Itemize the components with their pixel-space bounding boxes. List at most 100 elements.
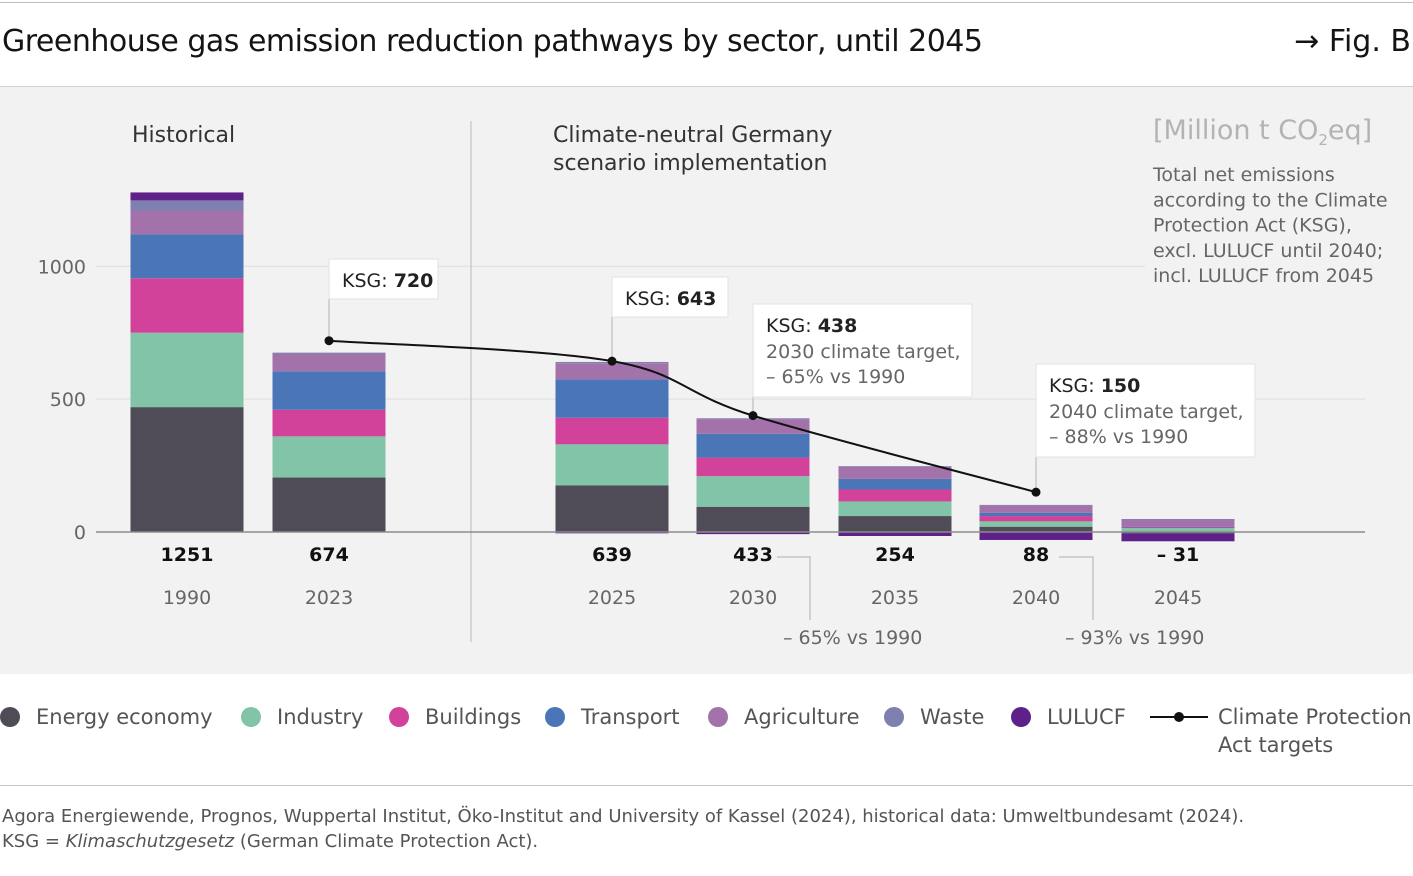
y-tick-label: 1000 [38, 256, 86, 278]
bar-total-label-2023: 674 [309, 544, 349, 566]
legend-item-agriculture: Agriculture [708, 703, 860, 731]
bar-segment-buildings-2023 [272, 409, 386, 437]
ksg-callout-value-438: KSG: 438 [766, 315, 857, 337]
bar-segment-transport-2035 [838, 478, 952, 490]
bar-segment-lulucf-1990 [130, 192, 244, 201]
legend-line-symbol [1150, 703, 1208, 731]
legend-item-ksg-line: Climate Protection Act targets [1150, 703, 1412, 759]
bar-segment-energy-economy-2023 [272, 477, 386, 532]
unit-note-line: according to the Climate [1153, 189, 1388, 211]
bar-segment-transport-2045 [1121, 526, 1235, 528]
bar-segment-energy-economy-2030 [696, 506, 810, 532]
bar-segment-transport-2025 [555, 379, 669, 418]
legend-label: Agriculture [744, 705, 860, 729]
bar-segment-waste-2045 [1121, 518, 1235, 520]
ksg-point-2040 [1031, 487, 1041, 497]
bar-segment-waste-1990 [130, 200, 244, 211]
section-label-scenario: scenario implementation [553, 151, 827, 176]
bar-segment-industry-2025 [555, 444, 669, 486]
ksg-point-2030 [748, 411, 758, 421]
ksg-point-2025 [607, 356, 617, 366]
bar-segment-industry-2023 [272, 436, 386, 478]
ksg-callout-box [1035, 363, 1256, 458]
bar-segment-industry-2040 [979, 521, 1093, 527]
ksg-target-line [328, 339, 1037, 494]
chart-title: Greenhouse gas emission reduction pathwa… [2, 24, 983, 59]
bar-total-label-1990: 1251 [161, 544, 214, 566]
legend: Energy economy Industry Buildings Transp… [0, 703, 1413, 763]
bar-segment-energy-economy-2035 [838, 516, 952, 532]
legend-swatch-lulucf [1011, 707, 1031, 727]
ksg-callout-box [328, 258, 439, 300]
bar-segment-buildings-1990 [130, 278, 244, 333]
x-tick-label-2025: 2025 [588, 587, 636, 609]
legend-label: Transport [581, 705, 680, 729]
bar-segment-agriculture-2030 [696, 419, 810, 434]
legend-item-transport: Transport [545, 703, 680, 731]
bar-segment-agriculture-2035 [838, 466, 952, 479]
legend-item-waste: Waste [884, 703, 984, 731]
legend-label: Energy economy [36, 705, 213, 729]
x-tick-label-2023: 2023 [305, 587, 353, 609]
bar-segment-transport-1990 [130, 234, 244, 279]
bar-segment-industry-2035 [838, 501, 952, 517]
bar-segment-lulucf-2040 [979, 532, 1093, 540]
legend-swatch-industry [241, 707, 261, 727]
legend-label: LULUCF [1047, 705, 1126, 729]
bar-segment-transport-2023 [272, 371, 386, 410]
source-line-2: KSG = Klimaschutzgesetz (German Climate … [2, 831, 539, 852]
bar-segment-lulucf-2030 [696, 532, 810, 535]
source-line-1: Agora Energiewende, Prognos, Wuppertal I… [2, 806, 1245, 827]
ksg-callout-text: – 65% vs 1990 [766, 366, 905, 388]
bar-segment-buildings-2025 [555, 417, 669, 445]
unit-note-line: Total net emissions [1152, 164, 1335, 186]
source-note: Agora Energiewende, Prognos, Wuppertal I… [2, 804, 1244, 854]
bar-segment-transport-2030 [696, 433, 810, 458]
legend-item-energy-economy: Energy economy [0, 703, 213, 731]
ksg-callout-text: 2030 climate target, [766, 341, 961, 363]
x-tick-label-2030: 2030 [729, 587, 777, 609]
ksg-callout-value-720: KSG: 720 [342, 270, 433, 292]
x-tick-label-2040: 2040 [1012, 587, 1060, 609]
bar-total-label-2025: 639 [592, 544, 632, 566]
legend-label: Industry [277, 705, 364, 729]
bar-segment-energy-economy-2040 [979, 526, 1093, 532]
legend-label: Waste [920, 705, 985, 729]
bar-segment-lulucf-2045 [1121, 533, 1235, 542]
bar-segment-transport-2040 [979, 512, 1093, 517]
bar-segment-buildings-2045 [1121, 527, 1235, 529]
bar-total-label-2040: 88 [1023, 544, 1049, 566]
bar-total-label-2035: 254 [875, 544, 915, 566]
legend-swatch-transport [545, 707, 565, 727]
x-tick-label-2035: 2035 [871, 587, 919, 609]
ksg-callout-text: 2040 climate target, [1049, 401, 1244, 423]
legend-swatch-waste [884, 707, 904, 727]
bar-segment-industry-2030 [696, 476, 810, 507]
bar-segment-waste-2035 [838, 466, 952, 467]
y-tick-label: 500 [50, 389, 86, 411]
emissions-chart: 0 500 1000 Historical Climate-neutral German… [38, 115, 1388, 649]
x-tick-label-2045: 2045 [1154, 587, 1202, 609]
legend-swatch-agriculture [708, 707, 728, 727]
legend-swatch-buildings [389, 707, 409, 727]
bar-segment-waste-2040 [979, 504, 1093, 506]
bar-segment-industry-2045 [1121, 528, 1235, 532]
ksg-callout-value-643: KSG: 643 [625, 288, 716, 310]
reduction-bracket [777, 556, 811, 620]
bar-segment-agriculture-2023 [272, 353, 386, 372]
section-label-historical: Historical [132, 123, 235, 148]
reduction-bracket [1059, 556, 1094, 620]
reduction-label-2045: – 93% vs 1990 [1065, 627, 1204, 649]
unit-note-line: incl. LULUCF from 2045 [1153, 265, 1374, 287]
bar-segment-buildings-2035 [838, 489, 952, 502]
legend-line-label: Climate Protection Act targets [1218, 705, 1412, 757]
ksg-callout-box [752, 303, 973, 398]
top-rule [0, 2, 1413, 3]
bar-total-label-2045: – 31 [1157, 544, 1200, 566]
legend-item-lulucf: LULUCF [1011, 703, 1126, 731]
y-tick-label: 0 [74, 522, 86, 544]
bar-segment-lulucf-2035 [838, 532, 952, 536]
bar-total-label-2030: 433 [733, 544, 773, 566]
bar-segment-energy-economy-1990 [130, 407, 244, 532]
bar-segment-agriculture-2045 [1121, 519, 1235, 527]
